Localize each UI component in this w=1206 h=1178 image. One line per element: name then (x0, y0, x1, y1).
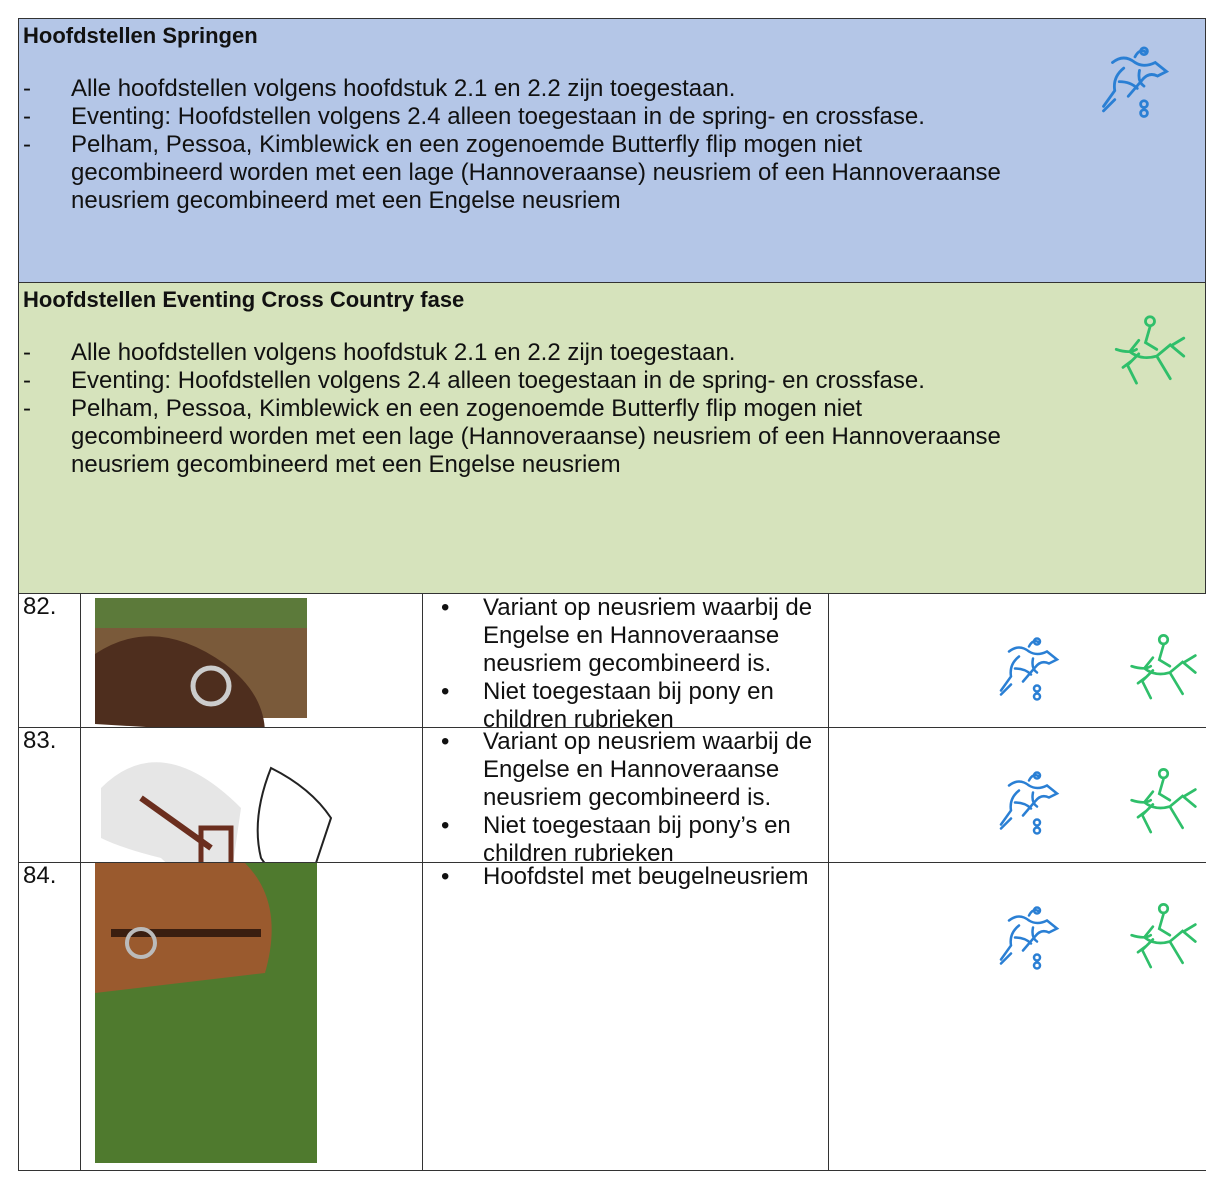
icon-cell (828, 862, 1206, 1171)
bullet-item: Alle hoofdstellen volgens hoofdstuk 2.1 … (19, 339, 1019, 367)
row-number: 84. (23, 862, 57, 889)
number-cell: 83. (18, 727, 81, 863)
bullet-list: Alle hoofdstellen volgens hoofdstuk 2.1 … (19, 75, 1019, 215)
bullet-list: Hoofdstel met beugelneusriem (423, 863, 828, 891)
bullet-list: Variant op neusriem waarbij de Engelse e… (423, 594, 828, 734)
text-cell: Variant op neusriem waarbij de Engelse e… (422, 727, 829, 867)
section-title: Hoofdstellen Springen (23, 23, 258, 48)
photo (101, 762, 333, 882)
section-cross-country: Hoofdstellen Eventing Cross Country fase… (18, 282, 1206, 594)
bullet-item: Niet toegestaan bij pony en children rub… (423, 678, 828, 734)
number-cell: 82. (18, 593, 81, 728)
icon-cell (828, 593, 1206, 728)
jumping-icon (999, 906, 1059, 970)
image-cell (80, 593, 423, 734)
bullet-item: Variant op neusriem waarbij de Engelse e… (423, 594, 828, 678)
jumping-icon (999, 771, 1059, 835)
section-title: Hoofdstellen Eventing Cross Country fase (23, 287, 465, 312)
number-cell: 84. (18, 862, 81, 1171)
cross-country-icon (1114, 315, 1186, 385)
bullet-item: Pelham, Pessoa, Kimblewick en een zogeno… (19, 131, 1019, 215)
cross-country-icon (1130, 768, 1197, 834)
bullet-item: Alle hoofdstellen volgens hoofdstuk 2.1 … (19, 75, 1019, 103)
image-cell (80, 862, 423, 1171)
photo (95, 863, 317, 1163)
text-cell: Hoofdstel met beugelneusriem (422, 862, 829, 1171)
bullet-item: Eventing: Hoofdstellen volgens 2.4 allee… (19, 367, 1019, 395)
bullet-item: Pelham, Pessoa, Kimblewick en een zogeno… (19, 395, 1019, 479)
cross-country-icon (1130, 903, 1197, 969)
bullet-item: Variant op neusriem waarbij de Engelse e… (423, 728, 828, 812)
bullet-item: Hoofdstel met beugelneusriem (423, 863, 828, 891)
icon-cell (828, 727, 1206, 863)
row-number: 82. (23, 593, 57, 620)
jumping-icon (1102, 46, 1168, 118)
bullet-item: Eventing: Hoofdstellen volgens 2.4 allee… (19, 103, 1019, 131)
bullet-list: Variant op neusriem waarbij de Engelse e… (423, 728, 828, 868)
text-cell: Variant op neusriem waarbij de Engelse e… (422, 593, 829, 733)
photo (95, 598, 307, 734)
cross-country-icon (1130, 634, 1197, 700)
row-number: 83. (23, 727, 57, 754)
section-jumping: Hoofdstellen Springen Alle hoofdstellen … (18, 18, 1206, 283)
bullet-list: Alle hoofdstellen volgens hoofdstuk 2.1 … (19, 339, 1019, 479)
image-cell (80, 727, 423, 882)
jumping-icon (999, 637, 1059, 701)
bullet-item: Niet toegestaan bij pony’s en children r… (423, 812, 828, 868)
